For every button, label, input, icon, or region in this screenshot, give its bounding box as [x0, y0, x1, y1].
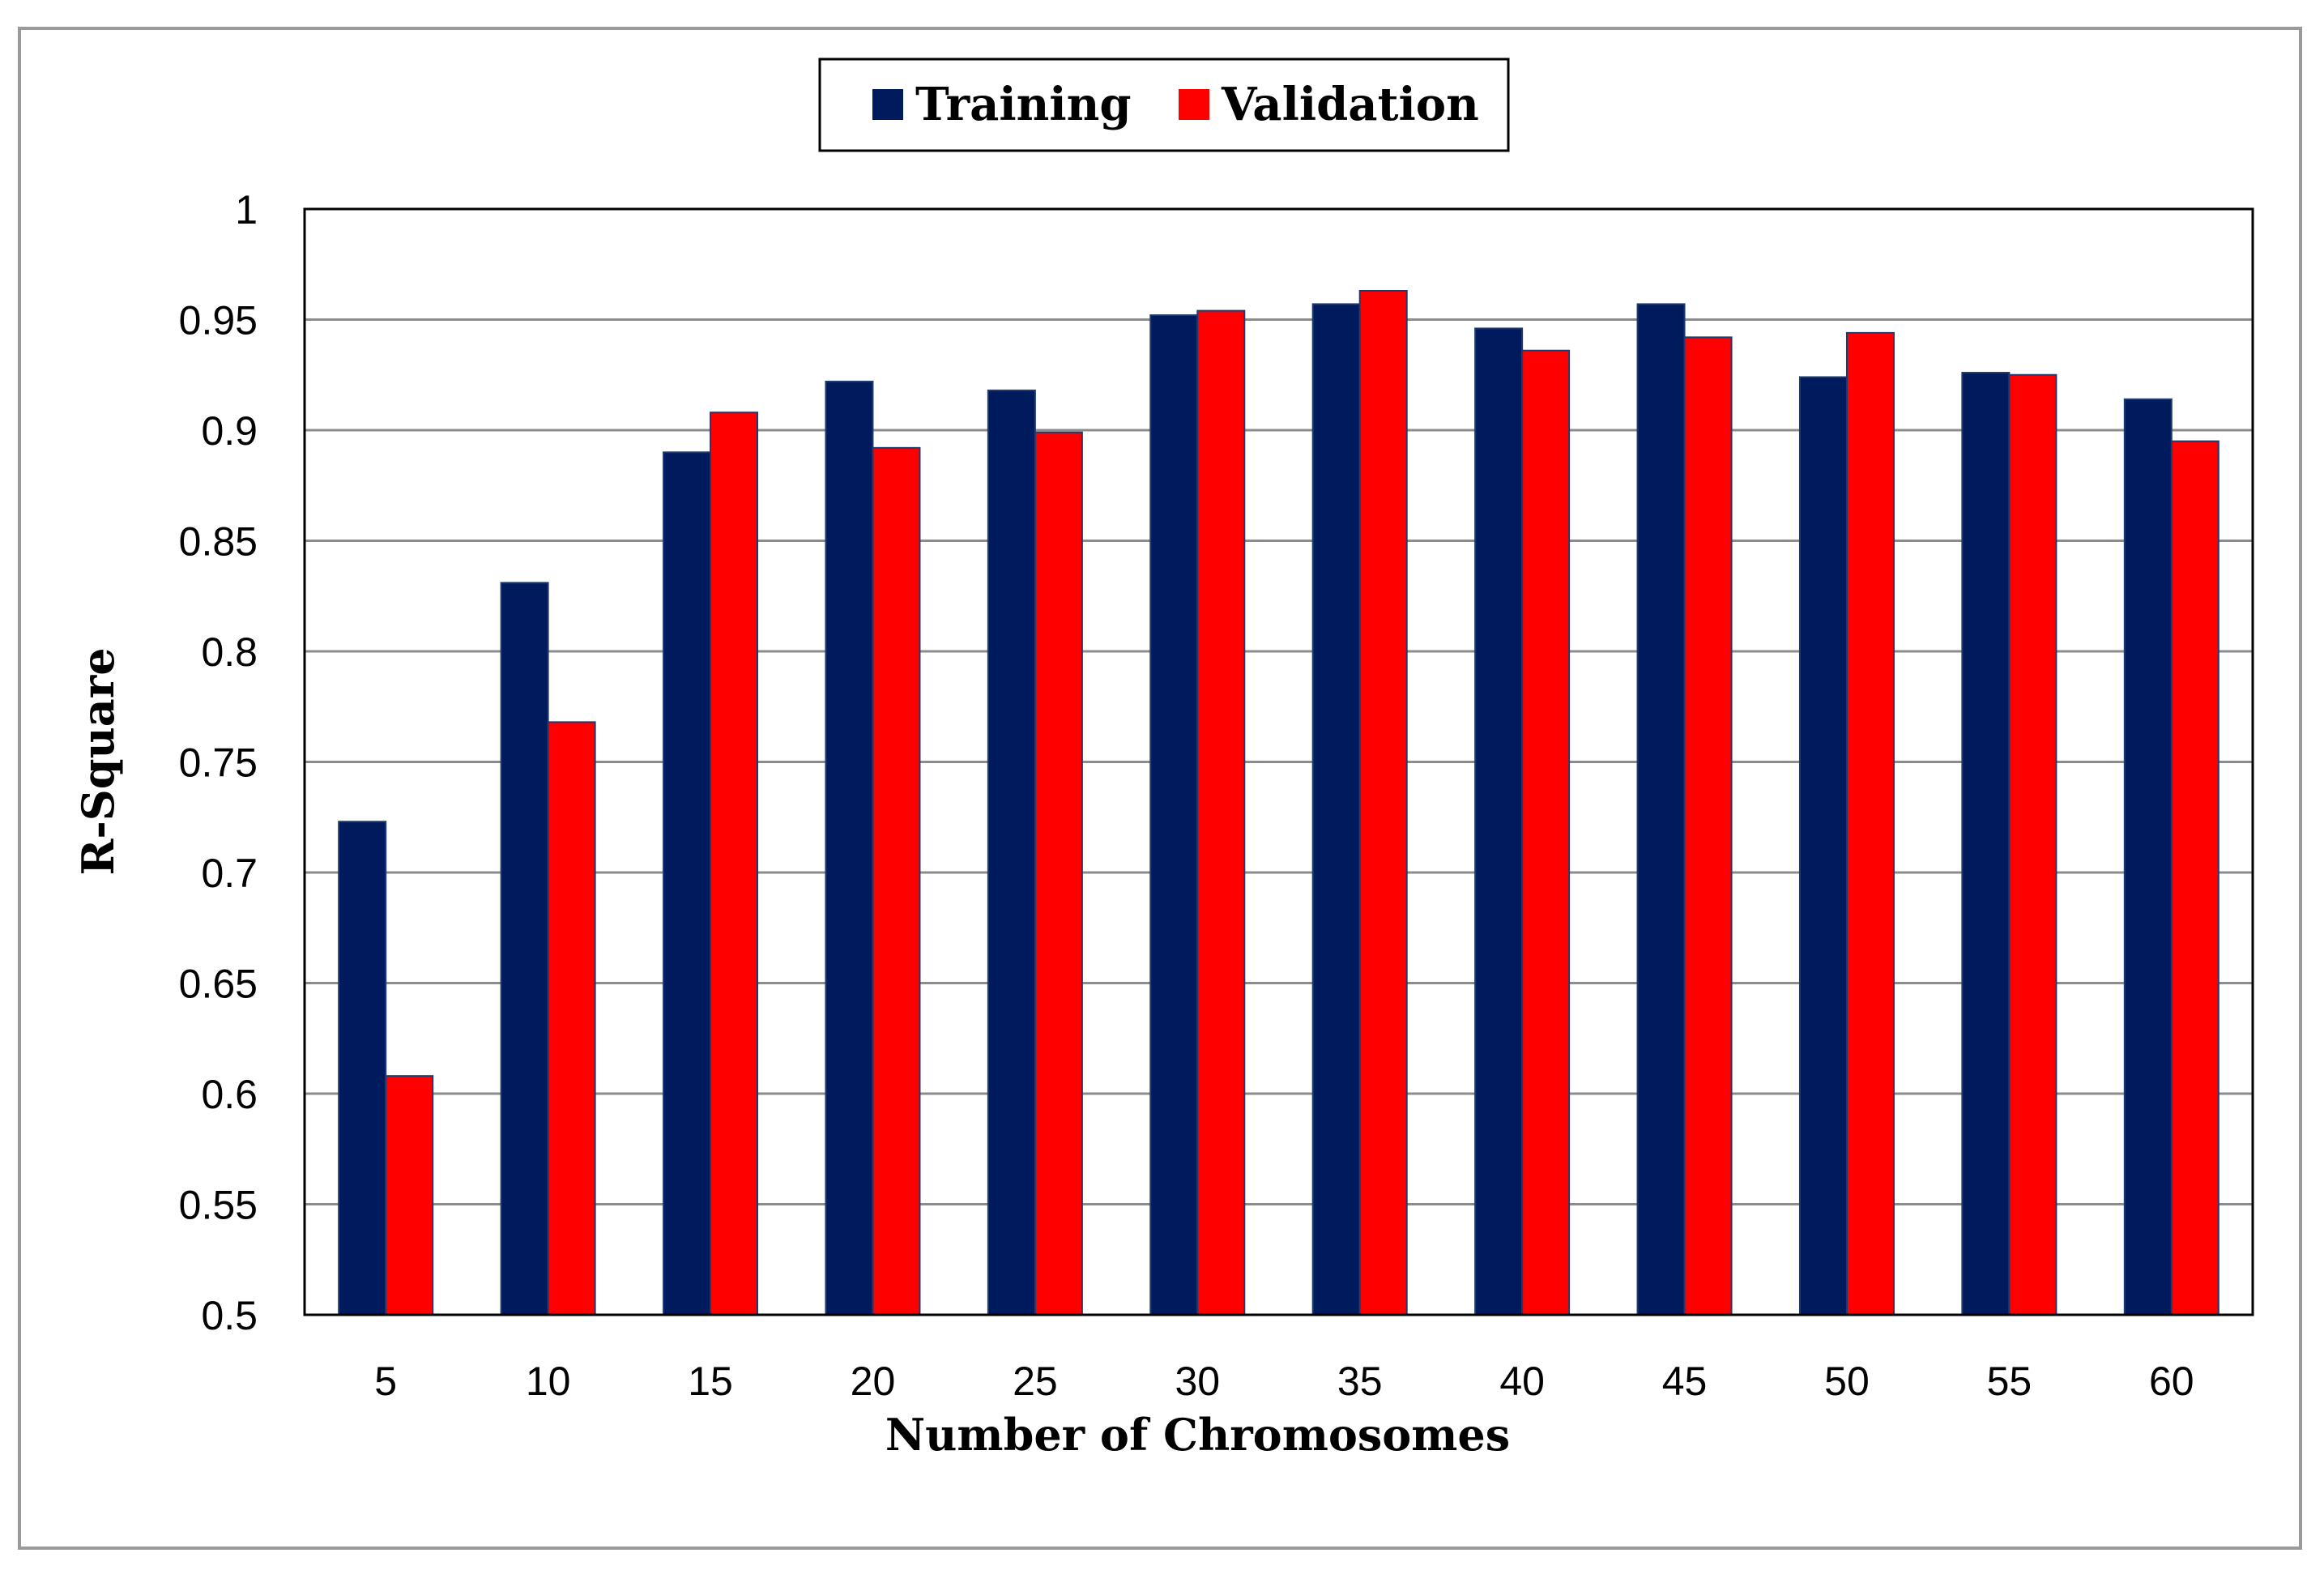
bar-validation-55: [2008, 373, 2057, 1316]
x-tick-label: 50: [1824, 1359, 1870, 1404]
bar-validation-35: [1358, 290, 1408, 1316]
bar-validation-40: [1521, 349, 1571, 1316]
plot-area: [303, 207, 2254, 1316]
y-tick-label: 0.55: [179, 1183, 258, 1228]
bar-training-10: [500, 582, 549, 1316]
legend: Training Validation: [818, 58, 1510, 152]
bar-training-40: [1474, 327, 1524, 1316]
y-tick-label: 0.85: [179, 519, 258, 565]
y-tick-label: 0.7: [201, 851, 258, 896]
bar-training-20: [825, 380, 874, 1316]
y-tick-label: 0.65: [179, 962, 258, 1007]
bars: [338, 290, 2220, 1316]
legend-swatch-validation: [1179, 89, 1209, 120]
x-tick-label: 10: [526, 1359, 571, 1404]
x-tick-label: 15: [688, 1359, 733, 1404]
x-tick-label: 35: [1337, 1359, 1383, 1404]
x-tick-label: 30: [1175, 1359, 1220, 1404]
bar-training-50: [1798, 376, 1848, 1316]
bar-validation-25: [1034, 431, 1083, 1316]
x-axis-title: Number of Chromosomes: [885, 1409, 1510, 1461]
bar-validation-50: [1845, 331, 1895, 1316]
bar-training-35: [1311, 303, 1361, 1316]
gridlines: [305, 318, 2253, 1205]
bar-training-45: [1636, 303, 1686, 1316]
y-tick-label: 0.95: [179, 298, 258, 343]
x-tick-label: 20: [851, 1359, 896, 1404]
bar-training-60: [2123, 398, 2173, 1316]
x-tick-label: 45: [1662, 1359, 1708, 1404]
y-tick-label: 0.9: [201, 408, 258, 454]
bar-validation-45: [1683, 336, 1733, 1316]
y-tick-label: 1: [235, 187, 258, 233]
bar-validation-60: [2170, 440, 2220, 1316]
legend-label-validation: Validation: [1221, 78, 1479, 131]
bar-validation-30: [1196, 309, 1246, 1316]
bar-training-5: [338, 821, 387, 1316]
bar-training-30: [1149, 314, 1199, 1316]
legend-box: [818, 58, 1510, 152]
bar-validation-5: [385, 1075, 434, 1316]
x-tick-label: 5: [374, 1359, 397, 1404]
y-tick-label: 0.8: [201, 629, 258, 675]
x-axis-ticks: 5 10 15 20 25 30 35 40 45 50 55 60: [374, 1359, 2194, 1404]
x-tick-label: 55: [1987, 1359, 2032, 1404]
bar-training-25: [987, 389, 1036, 1316]
legend-swatch-training: [872, 89, 903, 120]
bar-validation-10: [547, 721, 596, 1316]
y-axis-title: R-Square: [72, 647, 124, 875]
x-tick-label: 40: [1499, 1359, 1545, 1404]
y-tick-label: 0.75: [179, 740, 258, 786]
bar-training-15: [663, 451, 712, 1316]
x-tick-label: 60: [2149, 1359, 2194, 1404]
bar-training-55: [1961, 372, 2011, 1316]
x-tick-label: 25: [1013, 1359, 1058, 1404]
bar-validation-20: [872, 446, 921, 1316]
legend-label-training: Training: [915, 78, 1132, 131]
y-tick-label: 0.6: [201, 1072, 258, 1117]
bar-validation-15: [710, 412, 759, 1316]
y-axis-ticks: 0.5 0.55 0.6 0.65 0.7 0.75 0.8 0.85 0.9 0.95 1: [179, 187, 258, 1338]
y-tick-label: 0.5: [201, 1293, 258, 1338]
